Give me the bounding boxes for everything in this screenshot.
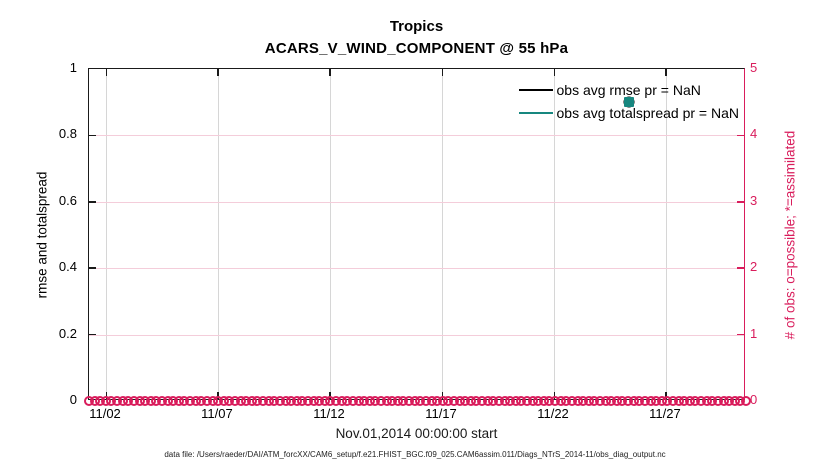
x-tick-label: 11/02	[89, 406, 121, 421]
right-y-tick-label: 5	[750, 60, 758, 75]
chart-subtitle: ACARS_V_WIND_COMPONENT @ 55 hPa	[264, 40, 569, 57]
y-tick-left	[89, 267, 96, 269]
legend-line-sample	[518, 112, 553, 114]
right-y-tick-label: 3	[750, 192, 758, 208]
left-y-tick-label: 1	[69, 60, 77, 75]
x-tick-top	[665, 69, 667, 76]
legend-line-sample	[518, 89, 553, 91]
legend-row: obs avg totalspread pr = NaN	[518, 96, 740, 122]
x-tick-label: 11/27	[649, 406, 681, 421]
x-tick-bottom	[665, 392, 667, 399]
x-tick-top	[105, 69, 108, 76]
x-tick-label: 11/17	[425, 406, 457, 421]
x-gridline	[217, 69, 219, 399]
left-y-tick-label: 0.8	[58, 126, 77, 142]
y-tick-left	[89, 201, 96, 203]
x-tick-bottom	[217, 392, 219, 399]
x-tick-bottom	[441, 392, 443, 399]
x-tick-bottom	[329, 392, 331, 399]
legend: obs avg rmse pr = NaN obs avg totalspread…	[518, 81, 740, 122]
y-gridline	[89, 268, 744, 270]
right-y-tick-label: 4	[750, 126, 758, 142]
right-y-tick-label: 1	[750, 325, 758, 341]
y-tick-right	[737, 267, 744, 269]
left-y-tick-label: 0.2	[58, 325, 77, 341]
left-y-tick-label: 0	[69, 392, 77, 407]
x-gridline	[106, 69, 108, 399]
x-tick-bottom	[105, 392, 108, 399]
x-tick-label: 11/12	[313, 406, 345, 421]
x-tick-top	[329, 69, 331, 76]
x-tick-top	[441, 69, 443, 76]
y-gridline	[89, 135, 744, 137]
y-gridline	[89, 334, 744, 336]
x-gridline	[329, 69, 331, 399]
right-y-tick-label: 2	[750, 259, 758, 275]
y-tick-left	[89, 134, 96, 137]
x-tick-top	[217, 69, 219, 76]
right-y-tick-label: 0	[750, 392, 758, 407]
right-axis-label: # of obs: o=possible; *=assimilated	[782, 130, 798, 340]
obs-possible-marker	[741, 396, 751, 406]
legend-label: obs avg rmse pr = NaN	[556, 82, 701, 98]
x-gridline	[665, 69, 667, 399]
left-y-tick-label: 0.4	[58, 259, 77, 275]
x-axis-label: Nov.01,2014 00:00:00 start	[335, 426, 498, 441]
x-tick-bottom	[553, 392, 556, 399]
data-file-caption: data file: /Users/raeder/DAI/ATM_forcXX/…	[164, 450, 666, 459]
x-tick-label: 11/07	[201, 406, 233, 421]
y-gridline	[89, 201, 744, 203]
x-tick-label: 11/22	[537, 406, 569, 421]
y-tick-right	[737, 333, 744, 336]
chart-title: Tropics	[389, 18, 444, 35]
x-gridline	[442, 69, 443, 399]
legend-label: obs avg totalspread pr = NaN	[556, 105, 740, 121]
y-tick-right	[737, 201, 744, 203]
plot-area: obs avg rmse pr = NaN obs avg totalspread…	[84, 68, 751, 406]
y-tick-right	[737, 134, 744, 137]
x-gridline	[554, 69, 556, 399]
x-tick-top	[553, 69, 556, 76]
left-axis-label-wrap: rmse and totalspread	[30, 110, 54, 360]
left-axis-label: rmse and totalspread	[34, 171, 50, 299]
left-y-tick-label: 0.6	[58, 192, 77, 208]
y-tick-left	[89, 333, 96, 336]
legend-square-marker	[623, 96, 634, 107]
